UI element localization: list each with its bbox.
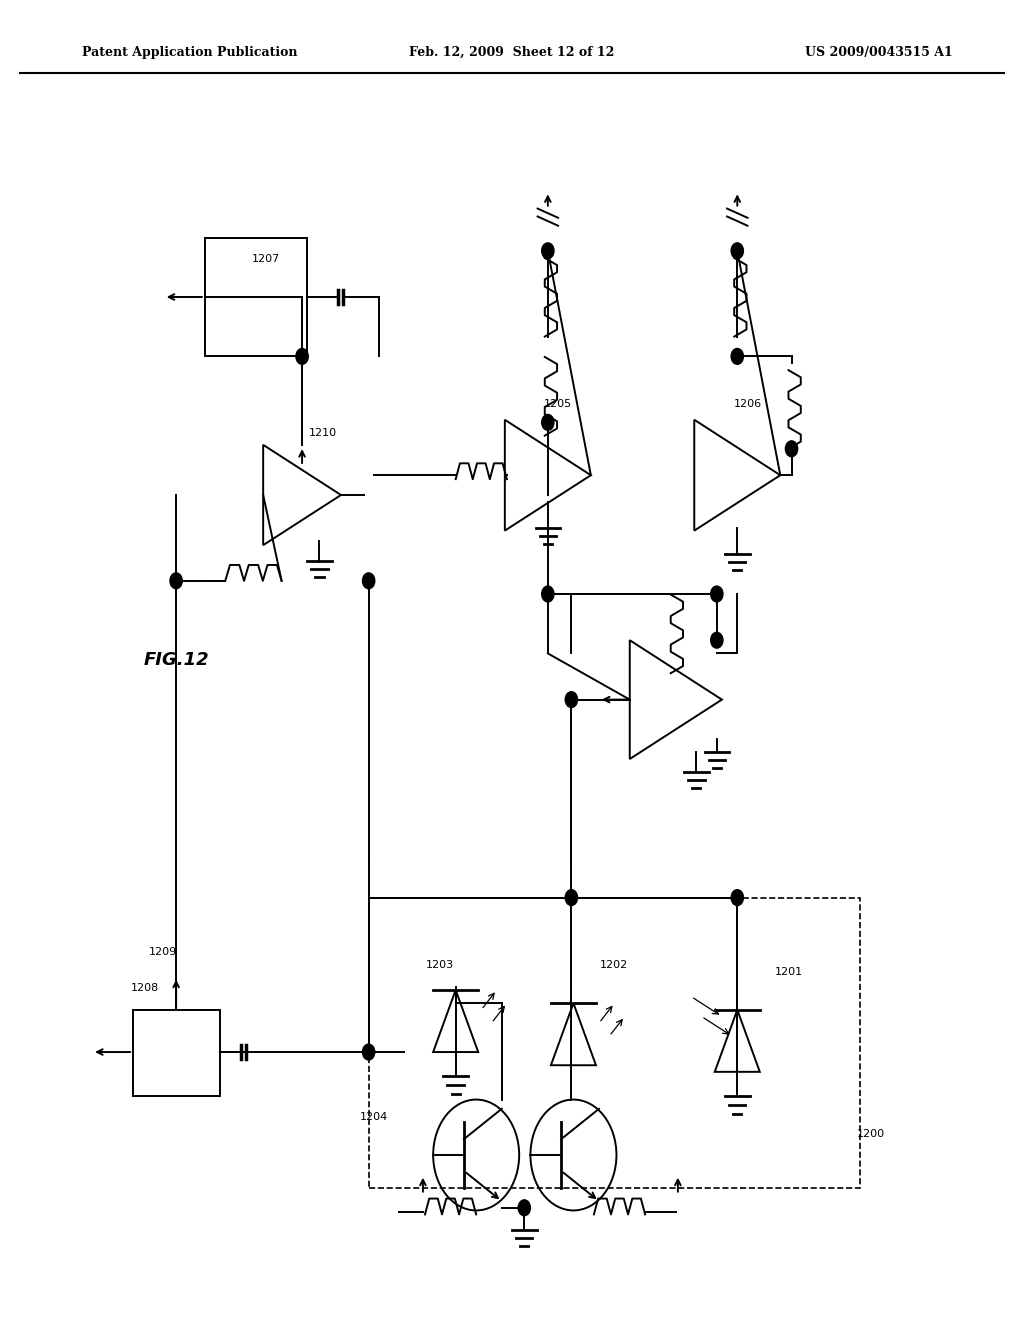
Circle shape: [296, 348, 308, 364]
Circle shape: [731, 243, 743, 259]
Text: 1202: 1202: [600, 960, 629, 970]
Bar: [205, 238, 307, 356]
Circle shape: [785, 441, 798, 457]
Text: 1207: 1207: [252, 253, 281, 264]
Circle shape: [362, 573, 375, 589]
Text: FIG.12: FIG.12: [143, 651, 209, 669]
Text: 1203: 1203: [426, 960, 455, 970]
Bar: [133, 1010, 220, 1096]
Circle shape: [731, 348, 743, 364]
Text: US 2009/0043515 A1: US 2009/0043515 A1: [805, 46, 952, 59]
Text: Patent Application Publication: Patent Application Publication: [82, 46, 297, 59]
Circle shape: [565, 890, 578, 906]
Text: 1206: 1206: [733, 399, 762, 409]
Circle shape: [518, 1200, 530, 1216]
Text: 1204: 1204: [359, 1111, 388, 1122]
Circle shape: [170, 573, 182, 589]
Circle shape: [542, 243, 554, 259]
Text: 1205: 1205: [544, 399, 572, 409]
Text: 1210: 1210: [308, 428, 337, 438]
Text: Feb. 12, 2009  Sheet 12 of 12: Feb. 12, 2009 Sheet 12 of 12: [410, 46, 614, 59]
Circle shape: [731, 890, 743, 906]
Text: 1209: 1209: [148, 946, 177, 957]
Circle shape: [565, 692, 578, 708]
Circle shape: [711, 586, 723, 602]
Bar: [369, 898, 860, 1188]
Text: 1208: 1208: [131, 982, 160, 993]
Circle shape: [542, 586, 554, 602]
Circle shape: [711, 632, 723, 648]
Circle shape: [542, 414, 554, 430]
Circle shape: [362, 1044, 375, 1060]
Text: 1200: 1200: [856, 1129, 885, 1139]
Text: 1201: 1201: [774, 966, 803, 977]
